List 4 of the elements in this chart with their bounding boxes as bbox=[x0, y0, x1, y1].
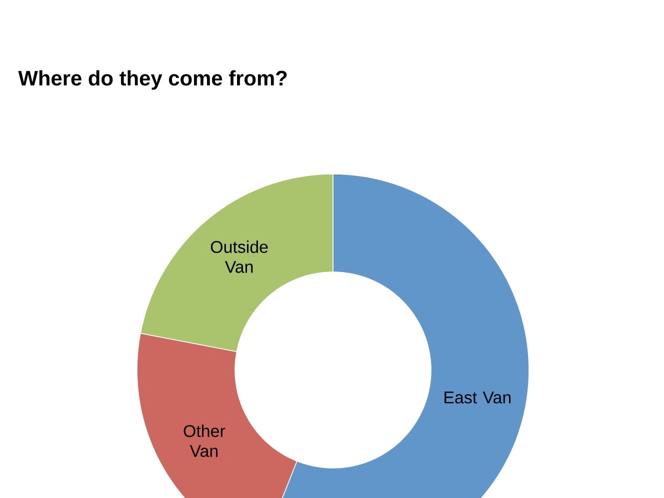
chart-title: Where do they come from? bbox=[18, 70, 287, 90]
slice-label: Outside Van bbox=[210, 240, 268, 273]
slice-label: East Van bbox=[444, 392, 511, 404]
slice-label: Other Van bbox=[184, 424, 226, 458]
